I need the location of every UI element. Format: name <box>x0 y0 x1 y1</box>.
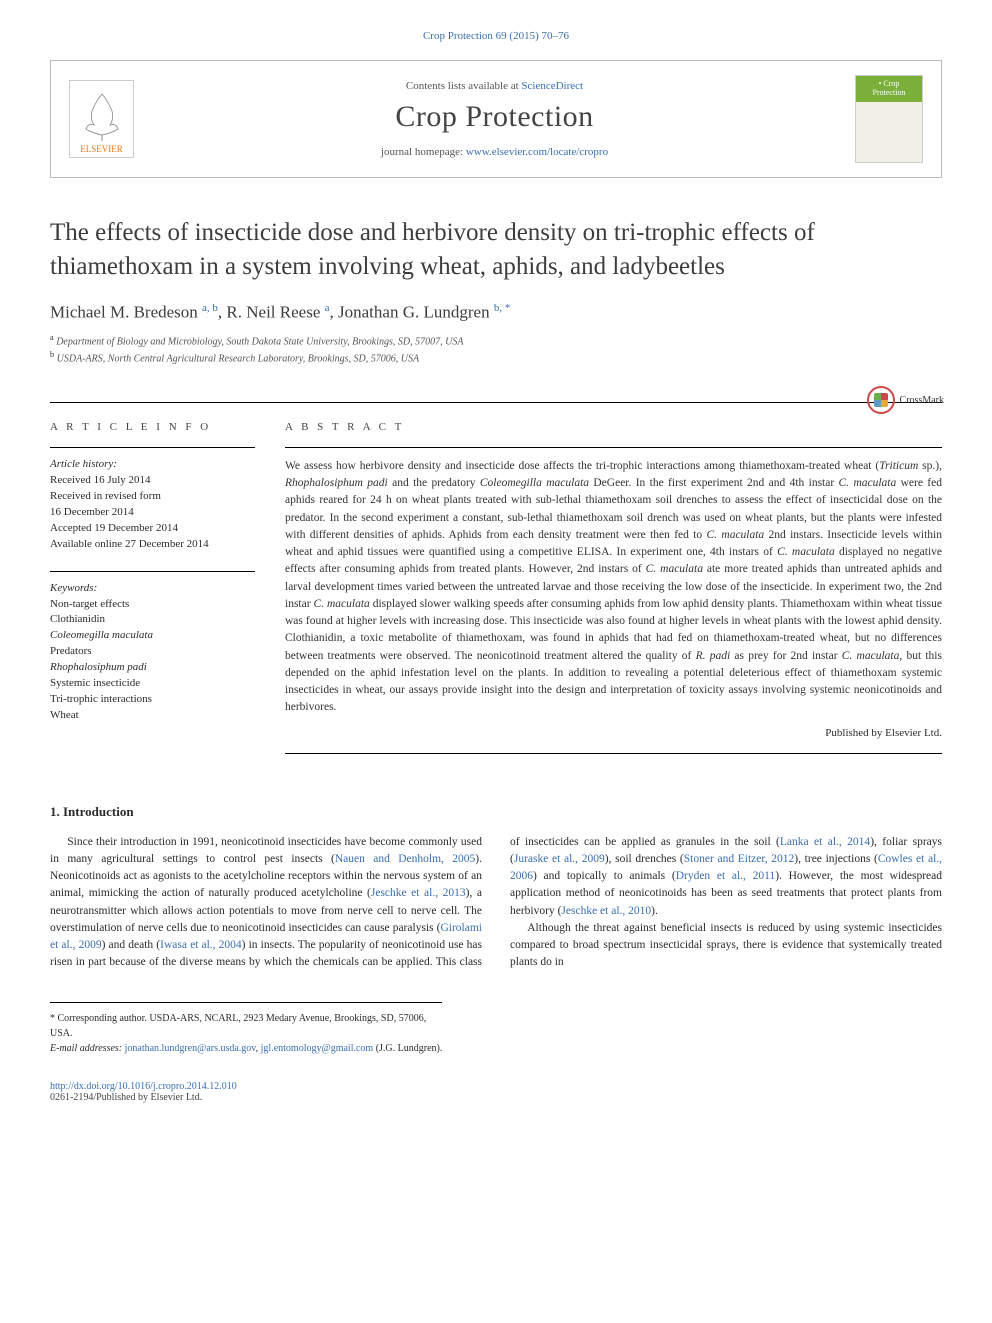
affiliations: a Department of Biology and Microbiology… <box>50 332 942 367</box>
keywords-list: Non-target effectsClothianidinColeomegil… <box>50 597 255 725</box>
crossmark-widget[interactable]: CrossMark <box>867 386 944 414</box>
homepage-link[interactable]: www.elsevier.com/locate/cropro <box>466 146 608 158</box>
history-lines: Received 16 July 2014Received in revised… <box>50 473 255 553</box>
abstract-text: We assess how herbivore density and inse… <box>285 447 942 717</box>
body-columns: Since their introduction in 1991, neonic… <box>50 834 942 972</box>
intro-p2: Although the threat against beneficial i… <box>510 920 942 972</box>
email-line: E-mail addresses: jonathan.lundgren@ars.… <box>50 1041 442 1056</box>
corresponding-author-footnote: * Corresponding author. USDA-ARS, NCARL,… <box>50 1002 442 1056</box>
crossmark-label: CrossMark <box>900 395 944 406</box>
keywords-heading: Keywords: <box>50 582 255 594</box>
journal-reference: Crop Protection 69 (2015) 70–76 <box>50 30 942 42</box>
intro-heading: 1. Introduction <box>50 804 942 820</box>
cover-label: • Crop Protection <box>873 80 906 98</box>
crossmark-icon <box>867 386 895 414</box>
header-center: Contents lists available at ScienceDirec… <box>152 80 837 158</box>
publisher-line: Published by Elsevier Ltd. <box>285 727 942 754</box>
email-link-1[interactable]: jonathan.lundgren@ars.usda.gov <box>125 1043 256 1054</box>
footer: http://dx.doi.org/10.1016/j.cropro.2014.… <box>50 1081 942 1103</box>
elsevier-logo: ELSEVIER <box>69 80 134 158</box>
issn-line: 0261-2194/Published by Elsevier Ltd. <box>50 1092 202 1103</box>
title-block: CrossMark The effects of insecticide dos… <box>50 216 942 367</box>
journal-header: ELSEVIER Contents lists available at Sci… <box>50 60 942 178</box>
info-abstract-row: A R T I C L E I N F O Article history: R… <box>50 402 942 754</box>
contents-prefix: Contents lists available at <box>406 80 521 92</box>
keywords-block: Keywords: Non-target effectsClothianidin… <box>50 571 255 725</box>
journal-cover-thumb: • Crop Protection <box>855 75 923 163</box>
email-suffix: (J.G. Lundgren). <box>373 1043 442 1054</box>
article-info-col: A R T I C L E I N F O Article history: R… <box>50 421 255 754</box>
email-link-2[interactable]: jgl.entomology@gmail.com <box>261 1043 374 1054</box>
email-label: E-mail addresses: <box>50 1043 122 1054</box>
elsevier-tree-icon <box>78 89 126 144</box>
contents-available: Contents lists available at ScienceDirec… <box>152 80 837 92</box>
article-history-block: Article history: Received 16 July 2014Re… <box>50 447 255 553</box>
corr-text: * Corresponding author. USDA-ARS, NCARL,… <box>50 1011 442 1041</box>
journal-name: Crop Protection <box>152 100 837 134</box>
history-heading: Article history: <box>50 458 255 470</box>
article-info-label: A R T I C L E I N F O <box>50 421 255 433</box>
sciencedirect-link[interactable]: ScienceDirect <box>521 80 583 92</box>
abstract-col: A B S T R A C T We assess how herbivore … <box>285 421 942 754</box>
abstract-label: A B S T R A C T <box>285 421 942 433</box>
homepage-prefix: journal homepage: <box>381 146 466 158</box>
doi-link[interactable]: http://dx.doi.org/10.1016/j.cropro.2014.… <box>50 1081 237 1092</box>
article-title: The effects of insecticide dose and herb… <box>50 216 830 284</box>
authors-line: Michael M. Bredeson a, b, R. Neil Reese … <box>50 302 942 323</box>
homepage-line: journal homepage: www.elsevier.com/locat… <box>152 146 837 158</box>
elsevier-label: ELSEVIER <box>80 144 123 154</box>
intro-section: 1. Introduction Since their introduction… <box>50 804 942 972</box>
